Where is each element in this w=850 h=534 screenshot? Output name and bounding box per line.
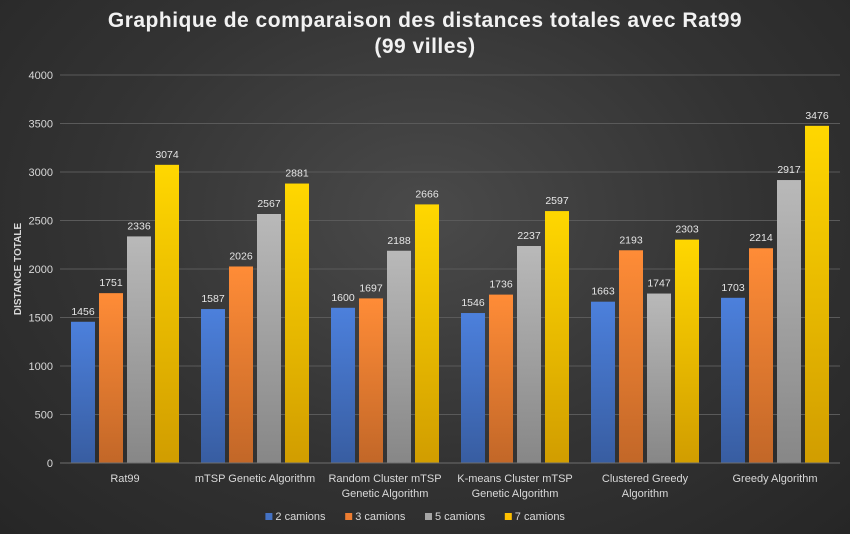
data-label: 1456 [71, 306, 95, 318]
chart-title: Graphique de comparaison des distances t… [107, 9, 743, 32]
data-label: 1600 [331, 292, 355, 304]
bar [359, 298, 383, 463]
x-tick-label: K-means Cluster mTSP [457, 473, 573, 485]
bar [675, 239, 699, 463]
bar [285, 183, 309, 463]
data-label: 2597 [545, 195, 569, 207]
data-label: 2214 [749, 232, 773, 244]
data-label: 2336 [127, 220, 151, 232]
bar [489, 294, 513, 463]
y-tick-label: 3000 [29, 167, 53, 179]
y-tick-label: 4000 [29, 70, 53, 82]
bar [415, 204, 439, 463]
data-label: 2193 [619, 234, 643, 246]
bar [749, 248, 773, 463]
legend-label: 3 camions [355, 511, 406, 523]
y-tick-label: 2500 [29, 216, 53, 228]
data-label: 2303 [675, 224, 699, 236]
y-tick-label: 1000 [29, 361, 53, 373]
bar [99, 293, 123, 463]
legend-swatch [504, 513, 512, 520]
y-axis-title: DISTANCE TOTALE [13, 223, 24, 316]
legend-label: 7 camions [515, 511, 566, 523]
bar [155, 164, 179, 463]
bar [201, 309, 225, 463]
y-tick-label: 500 [35, 410, 53, 422]
chart-subtitle: (99 villes) [374, 35, 476, 58]
data-label: 1703 [721, 282, 745, 294]
legend-swatch [425, 513, 432, 520]
bar [591, 301, 615, 463]
x-tick-label: Genetic Algorithm [472, 488, 559, 500]
bar [387, 250, 411, 463]
data-label: 2917 [777, 164, 801, 176]
bar [545, 211, 569, 463]
data-label: 2237 [517, 230, 541, 242]
bar [229, 266, 253, 463]
data-label: 1751 [99, 277, 123, 289]
data-label: 2881 [285, 168, 309, 180]
legend-swatch [345, 513, 353, 520]
data-label: 1587 [201, 293, 225, 305]
legend-label: 5 camions [435, 511, 486, 523]
bar [619, 250, 643, 463]
data-label: 2026 [229, 250, 253, 262]
x-tick-label: Rat99 [110, 473, 139, 485]
bar [127, 236, 151, 463]
bar [71, 321, 95, 463]
data-label: 1697 [359, 282, 383, 294]
y-tick-label: 3500 [29, 119, 53, 131]
data-label: 3476 [805, 110, 829, 122]
x-tick-label: Genetic Algorithm [342, 488, 429, 500]
data-label: 2188 [387, 235, 411, 247]
x-tick-label: Algorithm [622, 488, 668, 500]
legend-label: 2 camions [275, 511, 326, 523]
y-tick-label: 2000 [29, 264, 53, 276]
bar [777, 180, 801, 463]
x-tick-label: mTSP Genetic Algorithm [195, 473, 315, 485]
x-tick-label: Greedy Algorithm [733, 473, 818, 485]
data-label: 3074 [155, 149, 179, 161]
bar [805, 125, 829, 463]
bar [331, 307, 355, 463]
x-tick-label: Random Cluster mTSP [328, 473, 441, 485]
data-label: 1736 [489, 279, 513, 291]
data-label: 1663 [591, 286, 615, 298]
y-tick-label: 1500 [29, 313, 53, 325]
data-label: 2666 [415, 188, 439, 200]
y-tick-label: 0 [47, 458, 53, 470]
data-label: 1747 [647, 278, 671, 290]
x-tick-label: Clustered Greedy [602, 473, 689, 485]
data-label: 1546 [461, 297, 485, 309]
bar [517, 246, 541, 463]
bar [257, 214, 281, 463]
data-label: 2567 [257, 198, 281, 210]
legend-swatch [265, 513, 273, 520]
bar [721, 297, 745, 463]
bar [647, 293, 671, 463]
bar [461, 313, 485, 463]
